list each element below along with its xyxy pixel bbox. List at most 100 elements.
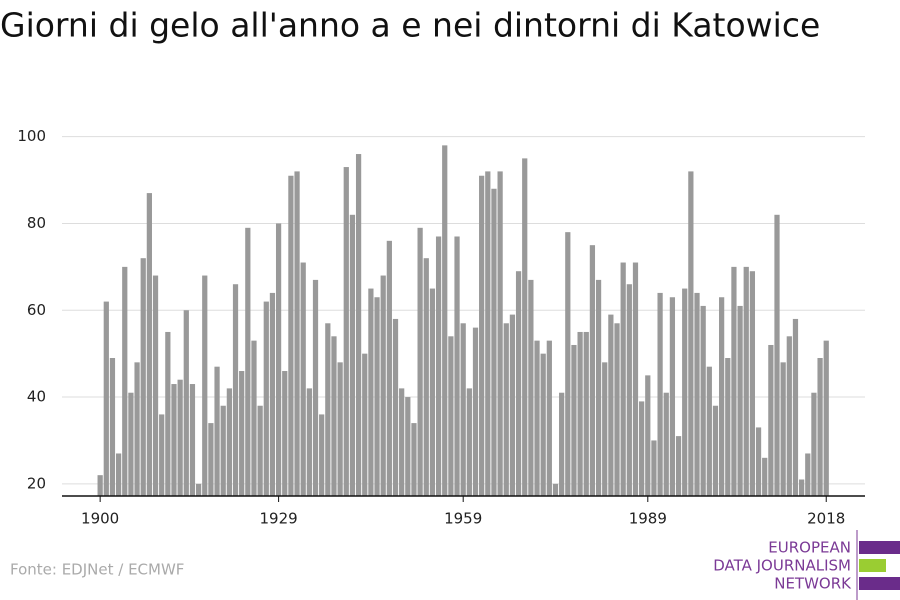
bar (688, 171, 694, 496)
bar (823, 340, 829, 496)
bar (737, 305, 743, 496)
bar (442, 145, 448, 496)
bar (146, 193, 152, 496)
logo-bar (859, 577, 900, 590)
bar (140, 258, 146, 496)
bar (608, 314, 614, 496)
bar (663, 392, 669, 496)
bar (392, 318, 399, 496)
bar (700, 305, 706, 496)
bar (380, 275, 386, 496)
bar (675, 436, 682, 496)
bar (509, 314, 516, 496)
bar (134, 362, 140, 496)
bar (122, 266, 128, 496)
bar (762, 457, 768, 496)
bar (719, 297, 725, 496)
bar (232, 284, 239, 496)
bar (583, 331, 589, 496)
bar (577, 331, 583, 496)
bar (712, 405, 719, 496)
y-tick-label: 100 (17, 127, 46, 145)
bar (786, 336, 792, 496)
logo: EUROPEAN DATA JOURNALISM NETWORK (713, 530, 900, 600)
x-tick-label: 1900 (81, 510, 119, 528)
bar (528, 279, 534, 496)
bar (300, 262, 306, 496)
bar (614, 323, 620, 496)
source: Fonte: EDJNet / ECMWF (10, 561, 184, 579)
bar (817, 358, 823, 496)
y-tick-label: 20 (27, 474, 46, 492)
bar (485, 171, 491, 496)
bar (275, 223, 282, 497)
bar (269, 292, 276, 496)
bar (552, 483, 559, 496)
logo-text: EUROPEAN (768, 539, 851, 557)
bar (312, 279, 319, 496)
bar (245, 227, 251, 496)
bar (288, 175, 294, 497)
bar (220, 405, 226, 496)
bar (755, 427, 762, 496)
bar (731, 266, 737, 496)
bar (706, 366, 712, 496)
bar (423, 258, 429, 496)
bar (460, 323, 466, 496)
bar (522, 158, 528, 496)
bar (109, 358, 116, 496)
bar (405, 397, 411, 496)
bar (743, 266, 749, 496)
bar (257, 405, 263, 496)
bar (657, 292, 663, 496)
bar (294, 171, 300, 496)
x-tick-label: 1959 (444, 510, 482, 528)
bar (152, 275, 159, 496)
bar (491, 188, 497, 497)
bar (115, 453, 122, 496)
bar (319, 414, 325, 496)
bar (805, 453, 811, 496)
bar (546, 340, 552, 496)
bar (331, 336, 337, 496)
bar (559, 392, 565, 496)
bar (780, 362, 786, 496)
bar (355, 154, 362, 497)
bar (472, 327, 479, 496)
bar (239, 371, 245, 496)
y-tick-label: 60 (27, 301, 46, 319)
bar (626, 284, 632, 496)
bar (565, 232, 571, 496)
chart-title: Giorni di gelo all'anno a e nei dintorni… (0, 6, 820, 45)
bar (571, 344, 577, 496)
bar (362, 353, 368, 496)
bar (337, 362, 343, 496)
bar (399, 388, 405, 496)
bar (165, 331, 171, 496)
bar (694, 292, 700, 496)
bar (435, 236, 442, 496)
bar (620, 262, 626, 496)
bar (159, 414, 165, 496)
bar (177, 379, 183, 496)
bar (651, 440, 657, 496)
bar (602, 362, 608, 496)
bar (448, 336, 454, 496)
bar (497, 171, 503, 496)
bar (799, 479, 805, 496)
bar (417, 227, 423, 496)
bar (386, 240, 392, 496)
bar (282, 371, 288, 496)
bar (343, 167, 349, 496)
x-tick-label: 1989 (629, 510, 667, 528)
bar (774, 214, 780, 496)
bar (189, 384, 196, 496)
bar (454, 236, 460, 496)
bar (669, 297, 676, 496)
bar (97, 475, 103, 496)
bar (183, 310, 189, 496)
bar (682, 288, 688, 496)
bar (306, 388, 312, 496)
